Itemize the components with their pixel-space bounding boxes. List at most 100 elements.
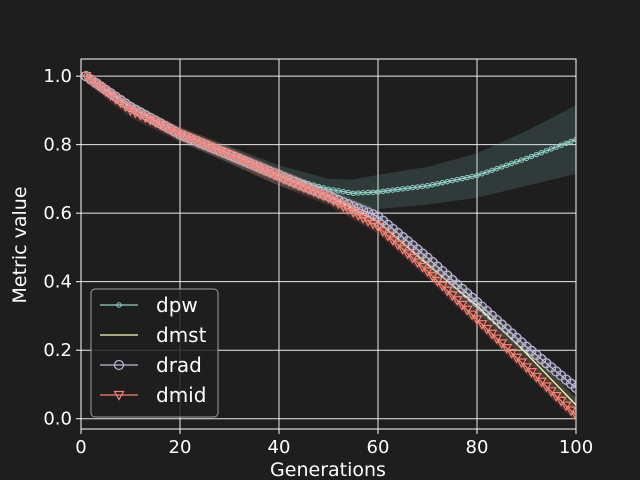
point-dmid [159, 123, 171, 133]
point-dmid [248, 161, 260, 172]
point-dpw [385, 187, 391, 194]
point-dpw [494, 165, 500, 172]
point-dmid [139, 113, 151, 124]
point-dpw [553, 144, 559, 150]
x-tick-label: 80 [466, 437, 489, 458]
point-dmid [223, 150, 236, 161]
point-dmid [421, 267, 434, 278]
point-dmid [491, 334, 503, 345]
point-dmid [322, 193, 335, 204]
point-dmid [466, 310, 478, 321]
point-dmid [545, 387, 557, 398]
y-axis-label: Metric value [9, 186, 31, 303]
point-dpw [499, 164, 505, 170]
point-dpw [370, 189, 376, 195]
point-dmid [149, 118, 161, 129]
point-dmid [540, 382, 552, 393]
point-dmid [481, 324, 493, 335]
point-dpw [449, 177, 455, 184]
x-tick-label: 20 [169, 437, 192, 458]
point-dpw [513, 159, 520, 165]
point-drad [367, 209, 379, 220]
point-dpw [400, 186, 406, 192]
point-dpw [429, 182, 436, 188]
point-dmid [233, 155, 245, 166]
point-dmid [318, 191, 330, 202]
x-tick-label: 40 [268, 437, 291, 458]
point-dpw [395, 186, 401, 193]
point-dpw [350, 190, 356, 196]
point-dmid [219, 148, 231, 159]
point-dmid [426, 272, 438, 282]
point-dmid [164, 125, 176, 136]
point-dpw [543, 148, 549, 154]
point-dpw [439, 179, 446, 186]
point-dmid [184, 134, 196, 145]
point-dmid [550, 392, 562, 402]
point-dpw [380, 188, 386, 195]
y-tick-label: 0.8 [43, 135, 72, 156]
point-dmid [169, 127, 181, 138]
legend-label-dmid: dmid [156, 383, 206, 407]
point-dmid [501, 344, 513, 354]
point-dmid [451, 296, 463, 306]
point-dmid [174, 130, 186, 141]
point-dmid [555, 396, 567, 407]
point-dmid [506, 348, 518, 359]
point-dmid [214, 146, 226, 157]
point-dpw [405, 185, 411, 191]
legend: dpw dmst drad dmid [90, 288, 219, 418]
point-dmid [332, 199, 344, 210]
point-dmid [461, 305, 473, 316]
point-dmid [530, 372, 542, 383]
band-drad [85, 70, 576, 395]
point-dpw [474, 172, 480, 179]
point-dmid [456, 300, 468, 311]
point-dmid [288, 179, 300, 190]
point-dmid [347, 208, 359, 219]
point-dpw [335, 188, 342, 194]
point-dmid [243, 159, 255, 170]
point-dmid [486, 329, 498, 340]
point-dpw [355, 190, 361, 196]
point-dmid [154, 120, 166, 131]
y-axis-label-group: Metric value [9, 186, 31, 303]
point-dpw [419, 183, 426, 190]
point-dpw [568, 138, 574, 145]
point-dmid [268, 170, 280, 181]
point-dmid [144, 115, 156, 126]
point-dpw [434, 181, 441, 187]
point-dpw [479, 171, 485, 177]
point-dmid [313, 189, 325, 200]
point-dmid [565, 406, 576, 417]
legend-marker-drad [113, 359, 125, 371]
point-dmid [570, 411, 576, 422]
point-dpw [360, 190, 366, 196]
point-dmid [560, 401, 572, 412]
point-dpw [489, 167, 495, 174]
point-dpw [573, 136, 576, 143]
point-dmid [179, 132, 191, 143]
x-tick-label: 60 [367, 437, 390, 458]
point-dmid [496, 339, 508, 350]
y-tick-label: 0.4 [43, 272, 72, 293]
point-dpw [484, 169, 490, 175]
point-dmid [476, 320, 488, 330]
legend-item-dpw: dpw [100, 293, 198, 317]
point-dmid [446, 291, 458, 302]
legend-box [90, 288, 219, 418]
point-dmid [357, 214, 369, 224]
x-axis-label: Generations [270, 459, 386, 480]
point-dmid [362, 216, 374, 227]
point-dpw [409, 184, 416, 191]
point-dmid [228, 153, 240, 163]
y-tick-label: 0.0 [43, 409, 72, 430]
point-dmid [263, 168, 275, 179]
legend-marker-dmid [113, 390, 125, 401]
point-dpw [558, 142, 564, 148]
series-dmid [81, 72, 576, 422]
point-dpw [390, 187, 396, 193]
legend-marker-dpw [116, 302, 122, 308]
point-dmid [283, 177, 295, 188]
point-dmid [258, 166, 270, 177]
